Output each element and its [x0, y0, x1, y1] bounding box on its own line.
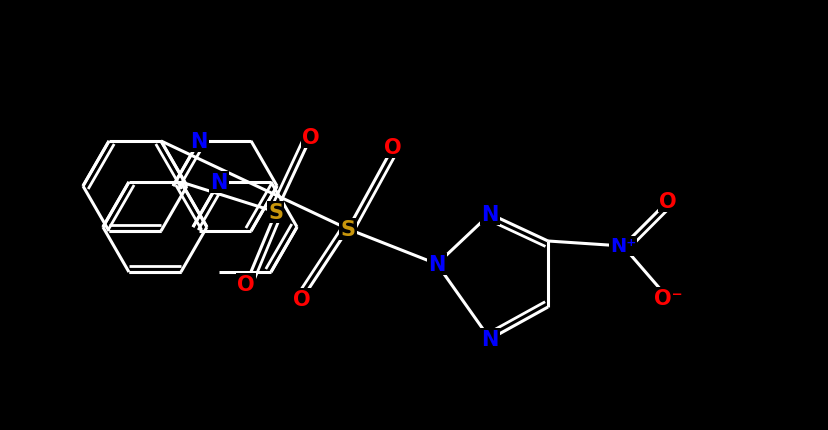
Text: O: O: [383, 138, 402, 158]
Text: N: N: [210, 172, 228, 193]
Text: N: N: [481, 205, 498, 224]
Text: O: O: [293, 289, 310, 309]
Text: N⁺: N⁺: [609, 237, 635, 256]
Text: S: S: [340, 219, 355, 240]
Text: O: O: [658, 191, 676, 212]
Text: S: S: [268, 203, 283, 222]
Text: N: N: [481, 329, 498, 349]
Text: N: N: [190, 132, 208, 152]
Text: O⁻: O⁻: [653, 289, 681, 308]
Text: O: O: [301, 128, 320, 147]
Text: O: O: [237, 274, 254, 294]
Text: N: N: [428, 255, 445, 274]
